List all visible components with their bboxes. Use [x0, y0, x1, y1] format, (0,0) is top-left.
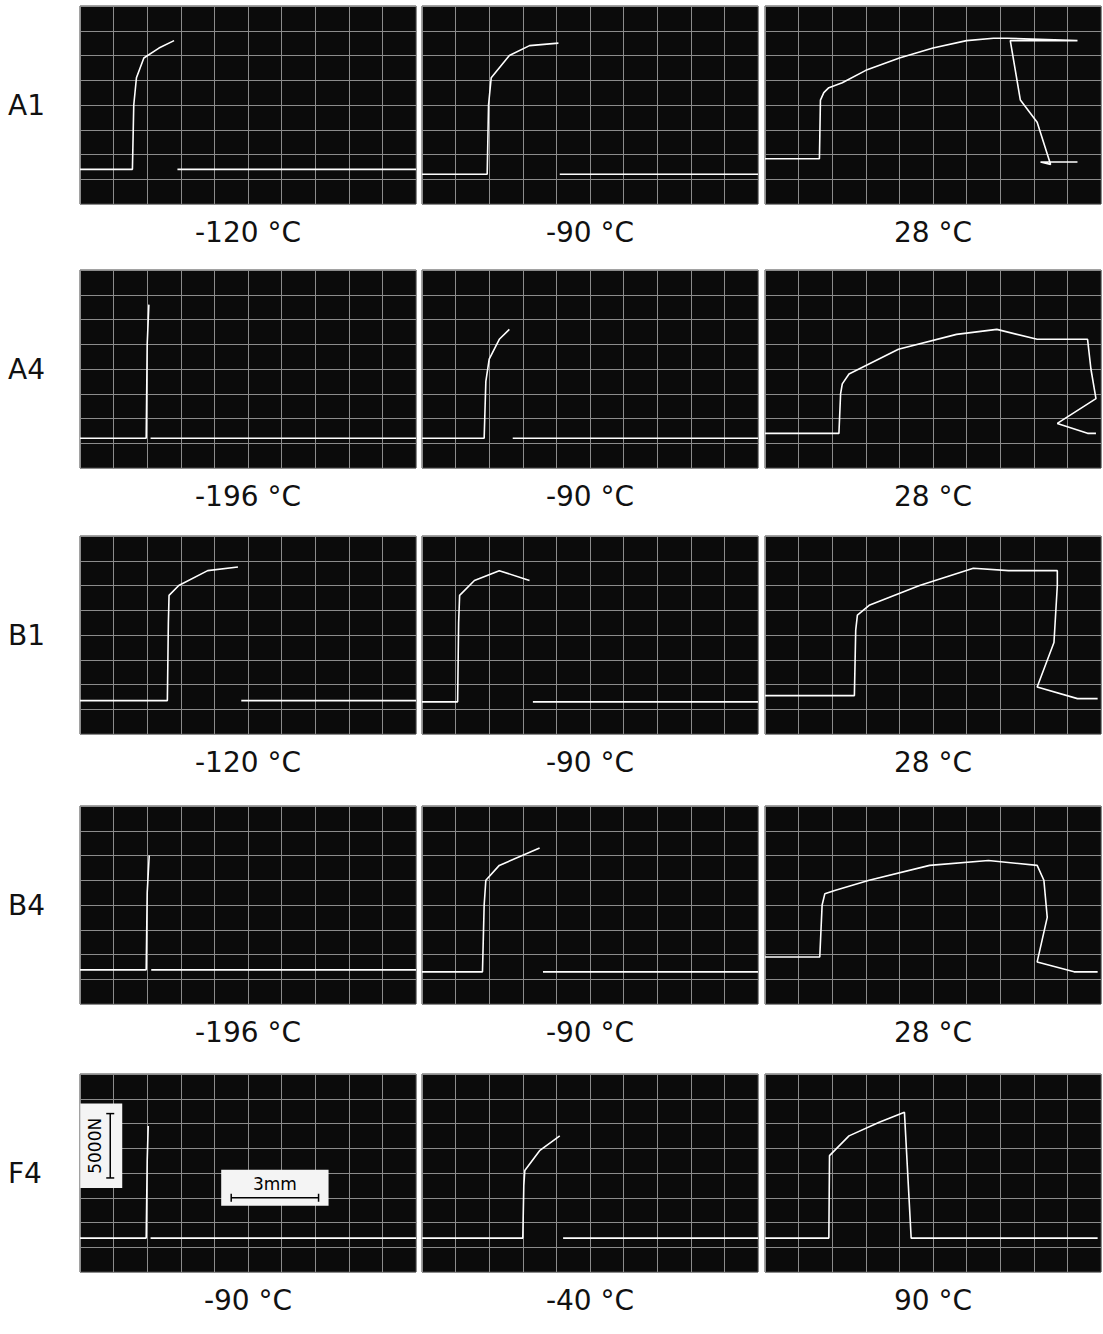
svg-text:28 °C: 28 °C — [894, 480, 972, 513]
svg-text:-40 °C: -40 °C — [546, 1284, 634, 1317]
svg-text:-90 °C: -90 °C — [546, 216, 634, 249]
svg-text:-120 °C: -120 °C — [195, 216, 301, 249]
svg-text:A4: A4 — [8, 353, 45, 386]
svg-text:-120 °C: -120 °C — [195, 746, 301, 779]
svg-text:3mm: 3mm — [253, 1174, 297, 1194]
svg-text:28 °C: 28 °C — [894, 216, 972, 249]
svg-text:90 °C: 90 °C — [894, 1284, 972, 1317]
svg-text:-196 °C: -196 °C — [195, 1016, 301, 1049]
svg-text:-90 °C: -90 °C — [546, 1016, 634, 1049]
svg-text:-196 °C: -196 °C — [195, 480, 301, 513]
svg-text:28 °C: 28 °C — [894, 746, 972, 779]
svg-text:B1: B1 — [8, 619, 45, 652]
svg-text:F4: F4 — [8, 1157, 42, 1190]
svg-text:5000N: 5000N — [85, 1118, 105, 1174]
svg-text:-90 °C: -90 °C — [546, 480, 634, 513]
svg-text:-90 °C: -90 °C — [546, 746, 634, 779]
svg-text:A1: A1 — [8, 89, 45, 122]
svg-text:B4: B4 — [8, 889, 45, 922]
svg-text:-90 °C: -90 °C — [204, 1284, 292, 1317]
svg-text:28 °C: 28 °C — [894, 1016, 972, 1049]
